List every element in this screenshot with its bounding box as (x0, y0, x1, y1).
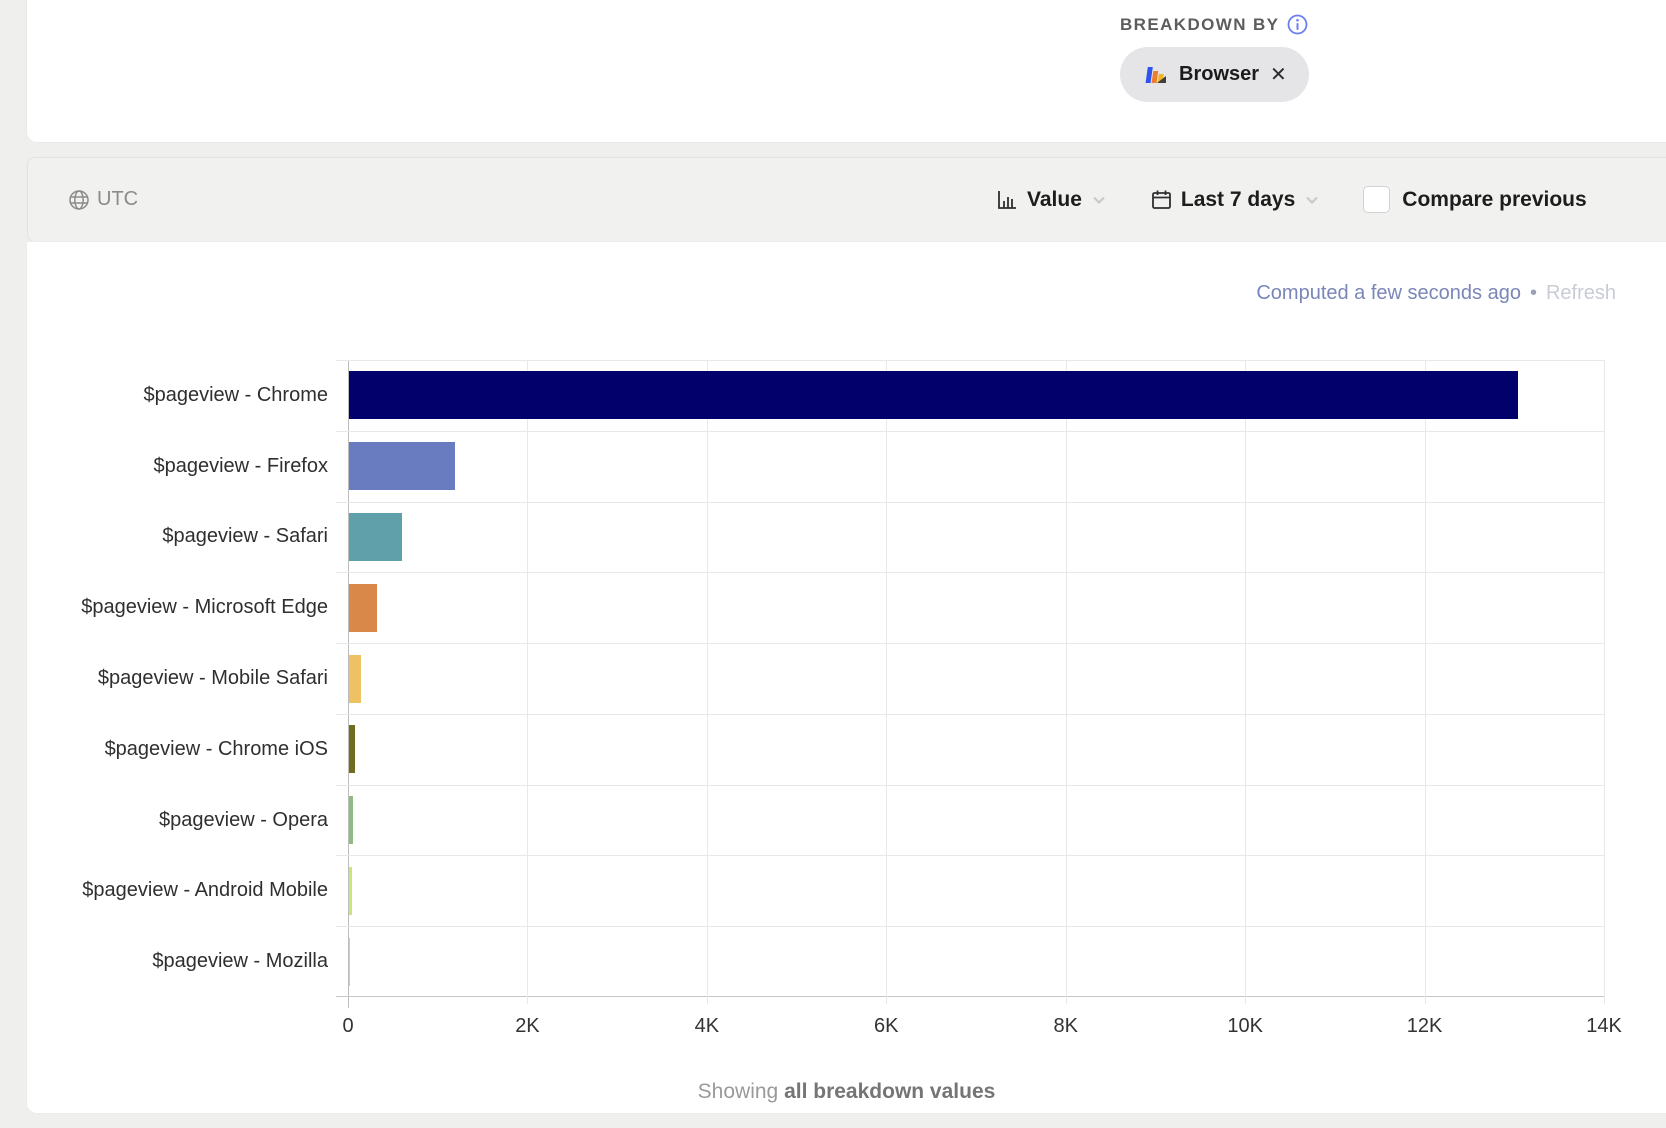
calendar-icon (1150, 188, 1173, 211)
gridline (886, 360, 888, 1004)
bar-4[interactable] (349, 654, 362, 703)
x-axis-tick-labels: 0 2K 4K 6K 8K 10K 12K 14K (342, 1015, 1621, 1045)
close-icon[interactable]: ✕ (1270, 63, 1287, 86)
info-icon[interactable] (1287, 14, 1308, 35)
refresh-button[interactable]: Refresh (1545, 282, 1616, 304)
x-tick-label: 12K (1406, 1015, 1443, 1037)
category-label: $pageview - Firefox (153, 454, 328, 477)
x-axis-line (336, 996, 1604, 997)
gridline (336, 430, 1604, 432)
y-axis-line (348, 360, 349, 1008)
category-label: $pageview - Safari (162, 525, 328, 548)
breakdown-chip-browser[interactable]: Browser ✕ (1120, 47, 1309, 102)
breakdown-bars-icon (1142, 62, 1168, 88)
gridline (336, 926, 1604, 928)
chart-toolbar: UTC Value (27, 157, 1666, 242)
globe-icon (68, 189, 90, 211)
value-dropdown-label: Value (1027, 187, 1082, 211)
bar-3[interactable] (349, 583, 377, 632)
breakdown-footer: Showing all breakdown values (27, 1080, 1666, 1104)
gridline (706, 360, 708, 1004)
computed-ago-link[interactable]: Computed a few seconds ago (1256, 282, 1521, 304)
x-tick-label: 8K (1053, 1015, 1078, 1037)
footer-prefix: Showing (697, 1080, 785, 1103)
date-range-label: Last 7 days (1180, 187, 1296, 211)
timezone-label: UTC (97, 188, 139, 210)
gridline (1065, 360, 1067, 1004)
value-dropdown[interactable]: Value (996, 188, 1108, 212)
gridline (1424, 360, 1426, 1004)
chevron-down-icon (1090, 191, 1108, 209)
gridline (527, 360, 529, 1004)
category-axis-labels: $pageview - Chrome $pageview - Firefox $pa… (27, 360, 338, 997)
gridline (336, 643, 1604, 645)
computed-status: Computed a few seconds ago • Refresh (1256, 282, 1616, 305)
breakdown-header: BREAKDOWN BY (1120, 14, 1360, 35)
gridline (336, 572, 1604, 574)
status-separator: • (1529, 282, 1537, 304)
x-tick-label: 4K (694, 1015, 720, 1037)
chevron-down-icon (1303, 191, 1321, 209)
gridline (336, 855, 1604, 857)
toolbar-right-group: Value Last 7 days (996, 158, 1587, 241)
category-label: $pageview - Microsoft Edge (81, 596, 328, 619)
category-label: $pageview - Android Mobile (82, 879, 328, 902)
category-label: $pageview - Mozilla (152, 950, 328, 973)
bar-chart-icon (996, 188, 1019, 211)
insight-edit-card: BREAKDOWN BY Br (27, 0, 1666, 142)
gridline (1604, 360, 1605, 1004)
compare-previous-checkbox[interactable] (1363, 186, 1391, 213)
breakdown-section: BREAKDOWN BY Br (1120, 14, 1360, 102)
category-label: $pageview - Chrome (143, 383, 328, 406)
bar-6[interactable] (349, 796, 354, 845)
footer-emphasis: all breakdown values (784, 1080, 996, 1103)
compare-previous-label: Compare previous (1402, 187, 1587, 211)
gridline (336, 713, 1604, 715)
gridline (336, 784, 1604, 786)
date-range-dropdown[interactable]: Last 7 days (1150, 188, 1321, 212)
timezone-button[interactable]: UTC (68, 158, 138, 241)
category-label: $pageview - Mobile Safari (97, 666, 328, 689)
gridline (336, 501, 1604, 503)
bar-0[interactable] (349, 371, 1518, 420)
plot-area (336, 360, 1605, 1008)
bar-2[interactable] (349, 512, 403, 561)
gridline (1245, 360, 1247, 1004)
x-tick-label: 10K (1227, 1015, 1263, 1037)
category-label: $pageview - Opera (159, 808, 328, 831)
breakdown-by-label: BREAKDOWN BY (1120, 14, 1280, 34)
bar-1[interactable] (349, 442, 456, 491)
x-tick-label: 14K (1586, 1015, 1622, 1037)
chart-card: Computed a few seconds ago • Refresh $pa… (27, 242, 1666, 1113)
category-label: $pageview - Chrome iOS (104, 737, 328, 760)
bar-7[interactable] (349, 866, 353, 915)
x-tick-label: 2K (515, 1015, 540, 1037)
x-tick-label: 0 (342, 1015, 354, 1037)
bar-5[interactable] (349, 725, 355, 774)
gridline (336, 360, 1604, 361)
compare-previous-toggle[interactable]: Compare previous (1363, 186, 1587, 213)
x-tick-label: 6K (874, 1015, 899, 1037)
breakdown-chip-label: Browser (1179, 63, 1260, 85)
